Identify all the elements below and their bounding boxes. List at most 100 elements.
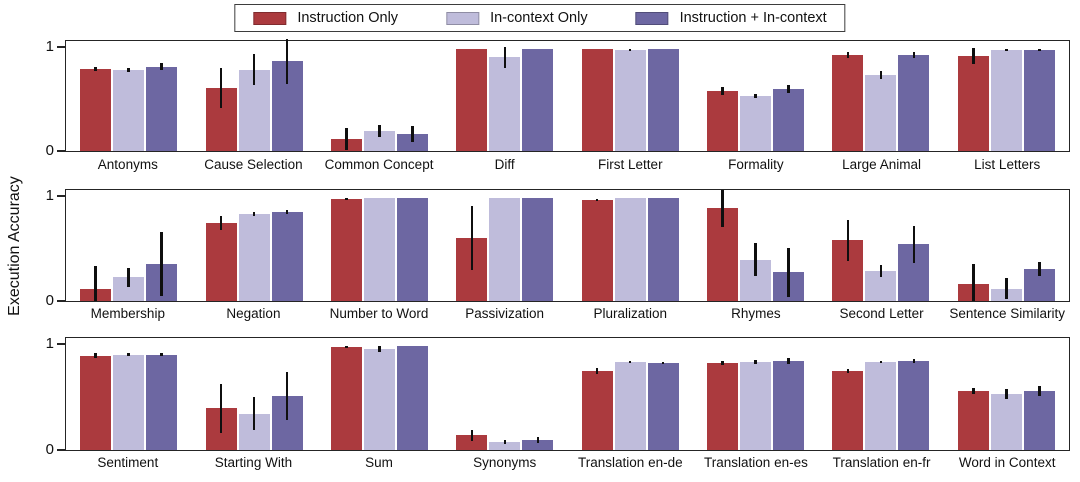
bar — [363, 349, 395, 450]
bar-slot — [330, 190, 362, 301]
bar-group — [317, 190, 442, 301]
bar-slot — [898, 338, 930, 450]
error-bar — [252, 211, 256, 216]
bar-group — [568, 41, 693, 151]
category-label: Word in Context — [958, 455, 1056, 470]
bar — [832, 55, 864, 151]
bar-group — [317, 41, 442, 151]
error-bar — [219, 383, 223, 434]
error-bar — [972, 387, 975, 394]
bar-slot — [205, 190, 237, 301]
x-axis-labels: Sentiment Starting With Sum Synonyms Transla… — [65, 455, 1070, 470]
y-tick-label: 0 — [45, 441, 54, 458]
bar-group — [818, 41, 943, 151]
bar — [581, 371, 613, 450]
category-label: Cause Selection — [204, 157, 303, 172]
category-label: Translation en-de — [578, 455, 683, 470]
bar-slot — [614, 41, 646, 151]
bar-slot — [990, 338, 1022, 450]
category-label: Starting With — [214, 455, 293, 470]
bar-slot — [1023, 41, 1055, 151]
error-bar — [846, 219, 850, 261]
bar-slot — [205, 41, 237, 151]
y-tick-label: 0 — [45, 142, 54, 159]
bar — [330, 199, 362, 301]
y-tick-mark — [57, 150, 65, 152]
bar — [957, 56, 989, 151]
category-label: Rhymes — [731, 306, 781, 321]
bar-slot — [238, 41, 270, 151]
bar — [957, 390, 989, 450]
category-label: Passivization — [465, 306, 545, 321]
bar — [271, 211, 303, 301]
bar-group — [693, 338, 818, 450]
error-bar — [503, 47, 507, 68]
bar-group — [442, 338, 567, 450]
bar-slot — [113, 190, 145, 301]
bar-slot — [396, 41, 428, 151]
bar — [707, 90, 739, 151]
legend: Instruction Only In-context Only Instructi… — [234, 4, 846, 32]
bar — [146, 66, 178, 151]
error-bar — [285, 209, 289, 214]
error-bar — [912, 52, 916, 59]
error-bar — [787, 84, 790, 93]
bar-slot — [773, 338, 805, 450]
error-bar — [160, 63, 163, 70]
error-bar — [879, 360, 883, 363]
subplot-3 — [65, 337, 1070, 451]
error-bar — [661, 361, 665, 364]
error-bar — [721, 189, 724, 227]
category-label: Antonyms — [97, 157, 158, 172]
bar-slot — [522, 190, 554, 301]
bar — [80, 355, 112, 450]
y-tick-label: 1 — [45, 187, 54, 204]
bar-slot — [957, 338, 989, 450]
bar-slot — [522, 41, 554, 151]
bar-slot — [832, 338, 864, 450]
bar — [647, 198, 679, 301]
bar — [773, 88, 805, 151]
error-bar — [1005, 49, 1008, 52]
bar — [113, 354, 145, 450]
bar-group — [818, 190, 943, 301]
bar — [647, 362, 679, 450]
bar-slot — [489, 338, 521, 450]
error-bar — [219, 215, 223, 231]
error-bar — [219, 67, 223, 109]
x-axis-labels: Antonyms Cause Selection Common Concept Dif… — [65, 157, 1070, 172]
bar-slot — [330, 338, 362, 450]
error-bar — [628, 360, 632, 363]
bar-slot — [773, 41, 805, 151]
bar-slot — [957, 41, 989, 151]
bar — [456, 435, 488, 450]
bar — [238, 213, 270, 301]
y-tick-mark — [57, 449, 65, 451]
bar-group — [442, 190, 567, 301]
bar — [489, 441, 521, 450]
bar — [865, 361, 897, 450]
bar-slot — [396, 338, 428, 450]
category-label: Common Concept — [324, 157, 434, 172]
error-bar — [879, 70, 883, 79]
bar-slot — [957, 190, 989, 301]
category-label: Large Animal — [842, 157, 921, 172]
bar-slot — [581, 338, 613, 450]
bar — [80, 68, 112, 151]
category-label: Diff — [494, 157, 515, 172]
error-bar — [127, 353, 130, 356]
bar — [113, 277, 145, 301]
bar-group — [944, 338, 1069, 450]
error-bar — [470, 206, 474, 271]
bar-slot — [707, 338, 739, 450]
bar-group — [693, 189, 818, 301]
bar-group — [944, 41, 1069, 151]
bar — [832, 371, 864, 450]
error-bar — [285, 372, 289, 420]
bar-slot — [363, 190, 395, 301]
bar — [146, 354, 178, 450]
error-bar — [787, 247, 790, 297]
bar-group — [66, 41, 191, 151]
subplot-2 — [65, 189, 1070, 302]
